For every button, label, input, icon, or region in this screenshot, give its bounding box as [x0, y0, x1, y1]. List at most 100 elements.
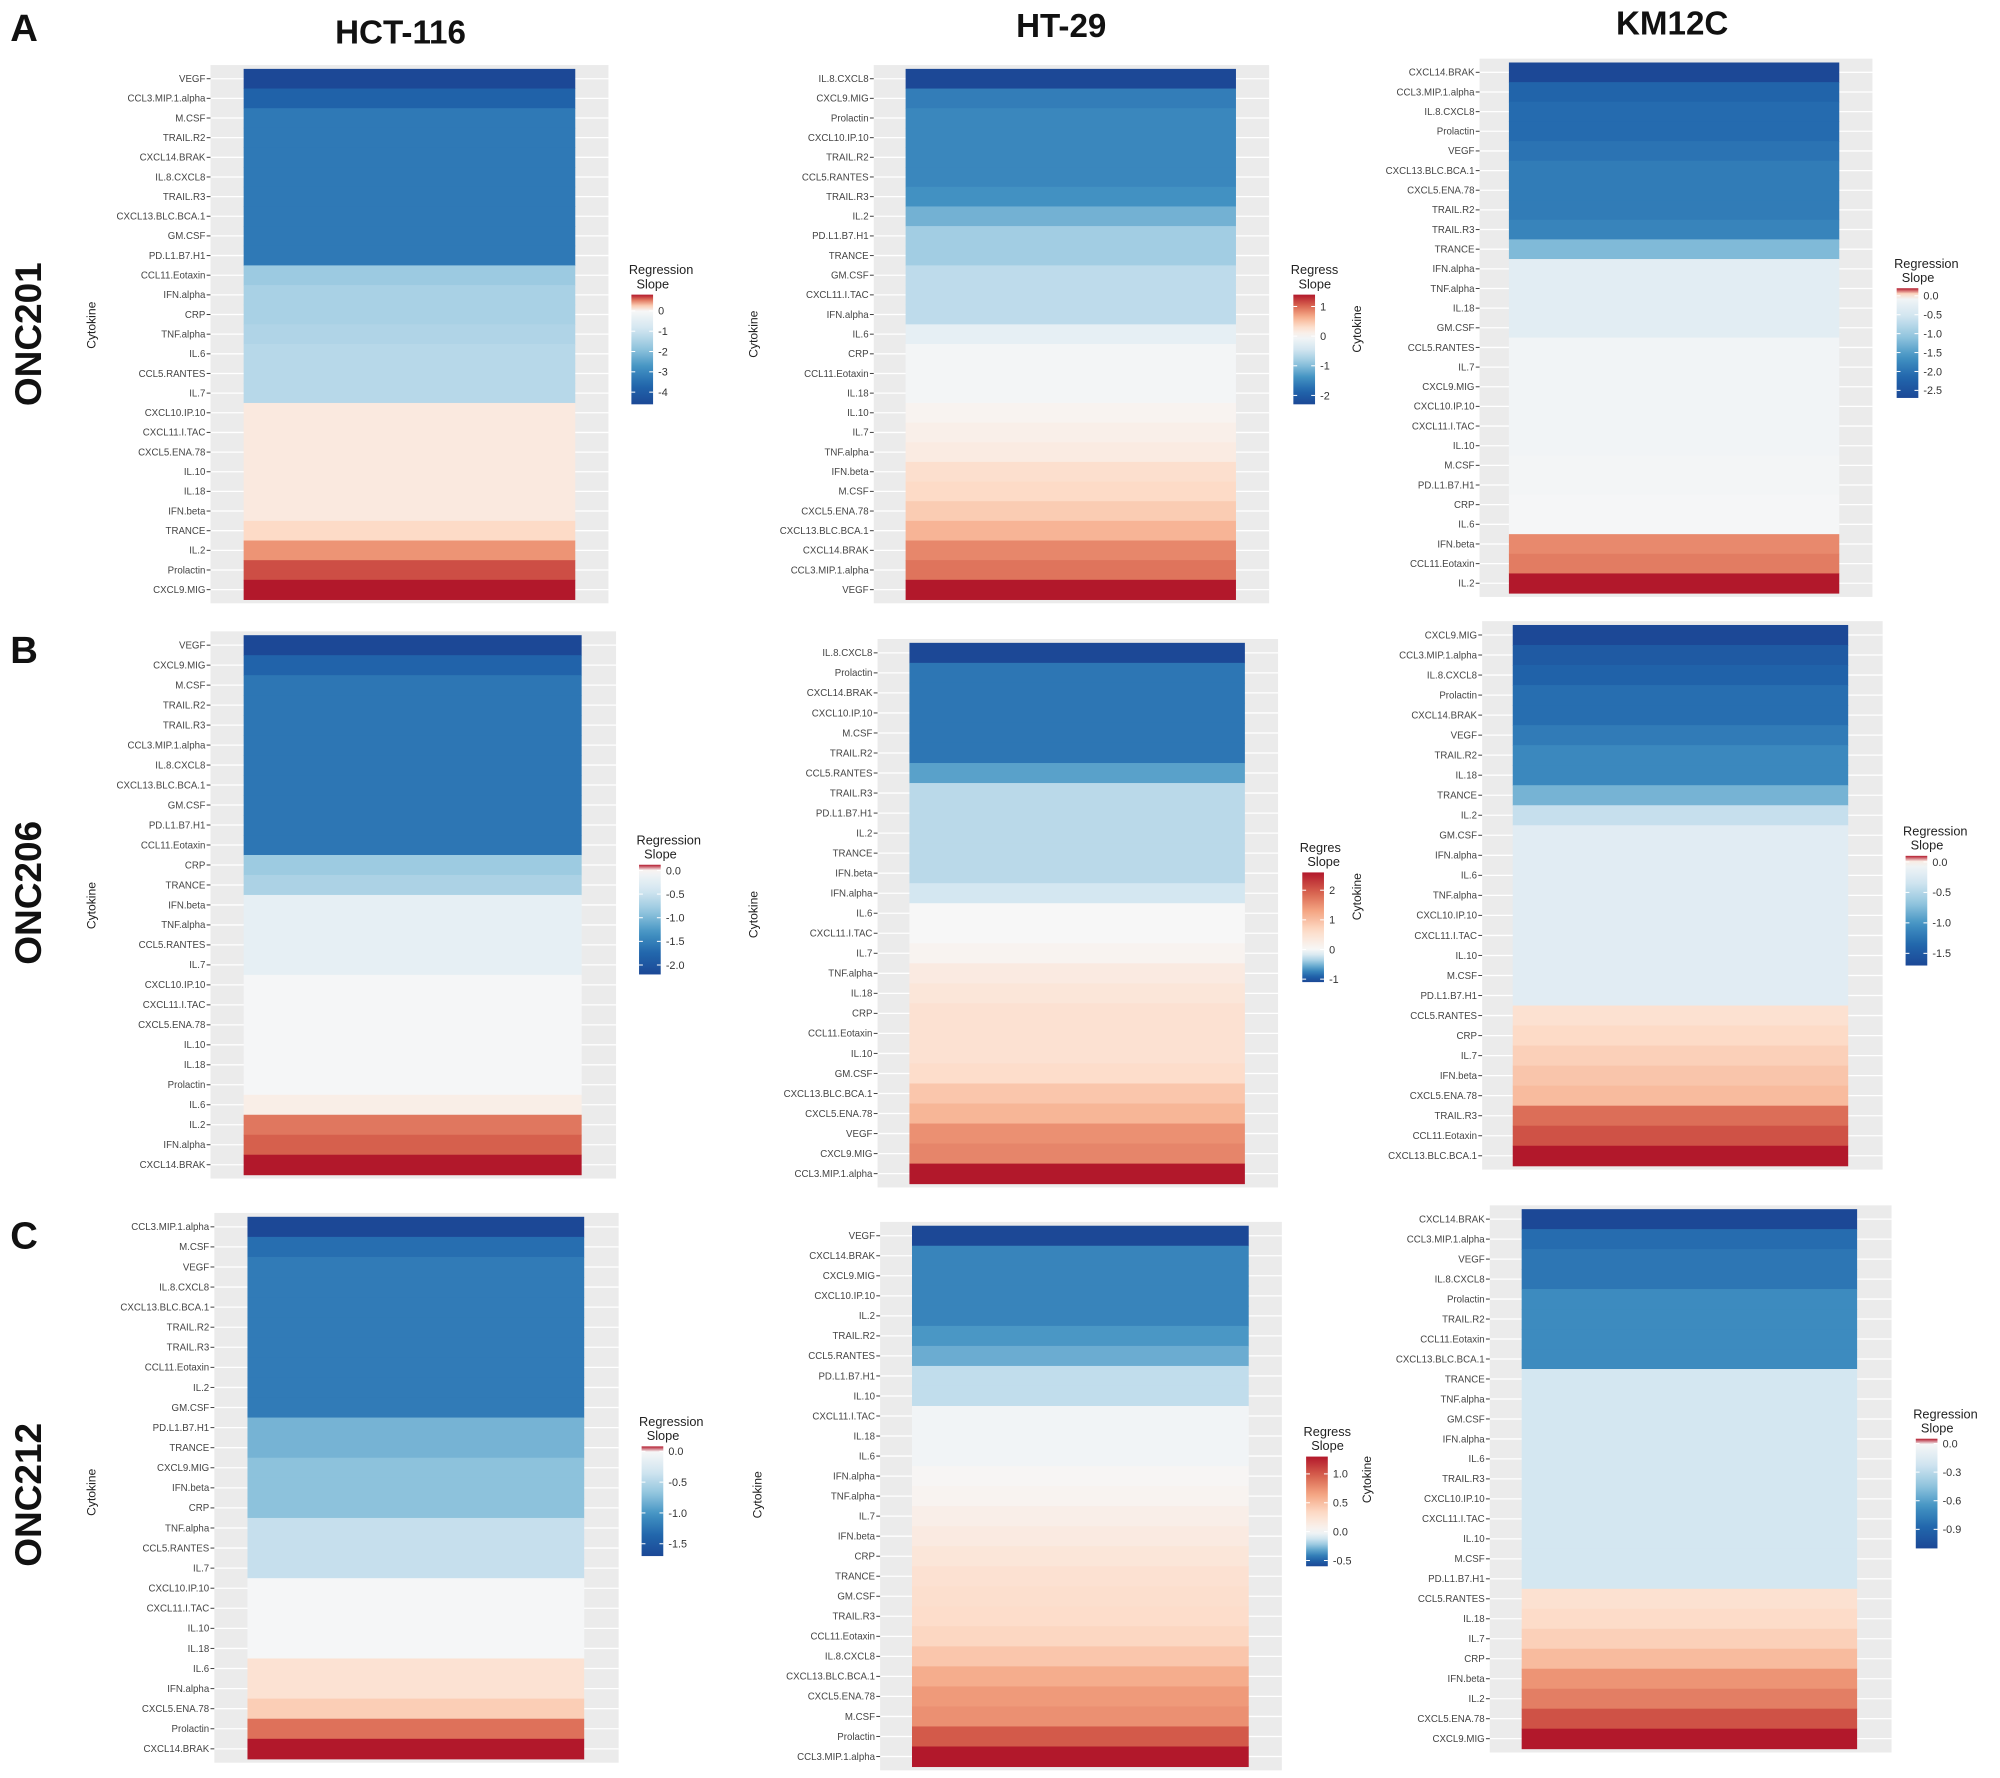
heatmap-cell: [911, 1245, 1249, 1267]
y-tick-label: CXCL11.I.TAC: [1414, 931, 1477, 942]
y-tick-label: PD.L1.B7.H1: [1428, 1574, 1485, 1585]
y-axis-label: Cytokine: [1350, 873, 1364, 920]
y-tick-label: IFN.beta: [172, 1483, 210, 1494]
heatmap-cell: [905, 461, 1236, 483]
heatmap-cell: [1521, 1428, 1858, 1450]
colorbar: [1293, 294, 1316, 405]
heatmap-cell: [243, 226, 576, 247]
heatmap-cell: [243, 560, 576, 581]
y-tick-label: CRP: [1464, 1654, 1484, 1665]
y-tick-label: M.CSF: [175, 680, 205, 691]
heatmap-cell: [247, 1377, 585, 1398]
heatmap-cell: [1512, 1065, 1849, 1087]
heatmap-cell: [1521, 1249, 1858, 1270]
y-tick-label: CRP: [189, 1503, 209, 1514]
heatmap-cell: [1512, 965, 1849, 987]
y-tick-label: CCL3.MIP.1.alpha: [797, 1752, 876, 1763]
heatmap-cell: [1521, 1528, 1858, 1550]
y-axis-label: Cytokine: [750, 1471, 764, 1518]
heatmap-cell: [247, 1256, 585, 1278]
colorbar-tick-label: 0.5: [1333, 1498, 1348, 1510]
heatmap-cell: [243, 1014, 582, 1036]
y-tick-label: CRP: [848, 349, 868, 360]
y-tick-label: IL.18: [1455, 771, 1477, 782]
y-tick-label: CCL11.Eotaxin: [141, 271, 205, 282]
y-tick-label: CXCL14.BRAK: [803, 546, 869, 557]
heatmap-cell: [243, 402, 576, 424]
y-tick-label: CXCL14.BRAK: [1409, 68, 1475, 79]
heatmap-cell: [911, 1586, 1249, 1607]
heatmap-cell: [905, 285, 1236, 306]
heatmap-cell: [243, 206, 576, 227]
heatmap-cell: [909, 1123, 1245, 1145]
colorbar-tick-label: 0: [1320, 331, 1326, 343]
heatmap-cell: [909, 963, 1245, 984]
y-tick-label: CCL5.RANTES: [1418, 1594, 1485, 1605]
y-tick-label: IL.10: [184, 467, 206, 478]
heatmap-cell: [905, 481, 1236, 502]
y-tick-label: IL.8.CXCL8: [1424, 107, 1474, 118]
y-tick-label: CXCL5.ENA.78: [142, 1704, 209, 1715]
legend-title: Regression: [1894, 256, 1959, 271]
heatmap-cell: [1521, 1309, 1858, 1330]
heatmap-a-km12c: CXCL14.BRAK CCL3.MIP.1.alpha IL.8.CXCL8 Pro…: [1350, 58, 1959, 597]
heatmap-cell: [1521, 1608, 1858, 1630]
heatmap-cell: [909, 1143, 1245, 1165]
heatmap-cell: [1512, 925, 1849, 946]
y-tick-label: CCL5.RANTES: [139, 369, 206, 380]
heatmap-cell: [1521, 1648, 1858, 1670]
heatmap-cell: [909, 1063, 1245, 1084]
heatmap-cell: [911, 1646, 1249, 1667]
heatmap-cell: [243, 755, 582, 776]
y-tick-label: IFN.alpha: [1443, 1434, 1486, 1445]
heatmap-cell: [247, 1738, 585, 1760]
y-tick-label: CXCL11.I.TAC: [1412, 421, 1475, 432]
y-tick-label: CXCL9.MIG: [157, 1463, 209, 1474]
heatmap-cell: [1512, 745, 1849, 766]
y-tick-label: TRANCE: [835, 1572, 875, 1583]
heatmap-cell: [905, 167, 1236, 188]
y-tick-label: IL.18: [1453, 303, 1475, 314]
colorbar-tick-label: -2: [658, 346, 668, 358]
colorbar-tick-label: -0.3: [1943, 1467, 1962, 1479]
colorbar-tick-label: -1.0: [1923, 328, 1942, 340]
row-label-onc201: ONC201: [8, 262, 49, 406]
y-tick-label: CXCL11.I.TAC: [810, 929, 873, 940]
y-tick-label: CCL3.MIP.1.alpha: [131, 1222, 210, 1233]
heatmap-cell: [905, 245, 1236, 266]
heatmap-b-km12c: CXCL9.MIG CCL3.MIP.1.alpha IL.8.CXCL8 Prola…: [1350, 621, 1968, 1170]
heatmap-cell: [1508, 317, 1840, 339]
y-tick-label: TRANCE: [829, 251, 869, 262]
y-tick-label: VEGF: [849, 1231, 875, 1242]
heatmap-cell: [243, 167, 576, 188]
y-tick-label: CXCL13.BLC.BCA.1: [117, 212, 206, 223]
y-tick-label: IL.18: [184, 487, 206, 498]
colorbar: [639, 864, 661, 975]
colorbar-tick-label: 0.0: [1923, 291, 1938, 303]
heatmap-cell: [247, 1598, 585, 1619]
y-tick-label: IFN.alpha: [1432, 264, 1475, 275]
row-letter-c: C: [10, 1215, 38, 1258]
heatmap-cell: [1512, 1145, 1849, 1167]
y-tick-label: CXCL14.BRAK: [1411, 710, 1477, 721]
colorbar-tick-label: -2.0: [666, 960, 685, 972]
heatmap-cell: [905, 206, 1236, 227]
colorbar: [1915, 1438, 1938, 1549]
y-axis-label: Cytokine: [747, 891, 761, 938]
colorbar-tick-label: 0.0: [668, 1446, 683, 1458]
y-tick-label: IL.8.CXCL8: [155, 760, 205, 771]
y-tick-label: CCL11.Eotaxin: [811, 1632, 875, 1643]
heatmap-cell: [243, 363, 576, 384]
heatmap-cell: [905, 324, 1236, 345]
heatmap-cell: [243, 501, 576, 522]
y-tick-label: GM.CSF: [1447, 1414, 1485, 1425]
heatmap-cell: [1512, 1085, 1849, 1107]
y-tick-label: IL.8.CXCL8: [822, 648, 872, 659]
y-tick-label: CCL3.MIP.1.alpha: [1407, 1234, 1486, 1245]
colorbar: [1302, 872, 1324, 983]
heatmap-cell: [1512, 1045, 1849, 1067]
heatmap-cell: [905, 147, 1236, 168]
y-tick-label: CXCL11.I.TAC: [812, 1411, 875, 1422]
